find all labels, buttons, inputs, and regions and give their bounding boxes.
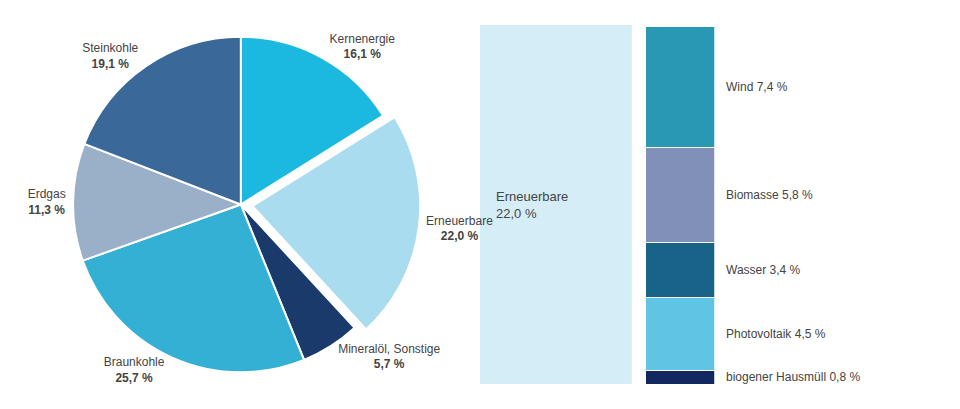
svg-text:Steinkohle19,1 %: Steinkohle19,1 % <box>82 41 138 71</box>
svg-text:Braunkohle25,7 %: Braunkohle25,7 % <box>104 355 165 385</box>
svg-text:Erdgas11,3 %: Erdgas11,3 % <box>28 187 66 217</box>
svg-text:biogener Hausmüll 0,8 %: biogener Hausmüll 0,8 % <box>726 370 860 384</box>
svg-text:Erneuerbare22,0 %: Erneuerbare22,0 % <box>426 214 493 244</box>
svg-text:Biomasse 5,8 %: Biomasse 5,8 % <box>726 188 813 202</box>
svg-text:Photovoltaik 4,5 %: Photovoltaik 4,5 % <box>726 327 826 341</box>
svg-text:Kernenergie16,1 %: Kernenergie16,1 % <box>330 32 396 62</box>
svg-text:Erneuerbare22,0 %: Erneuerbare22,0 % <box>496 189 568 221</box>
svg-text:Wind 7,4 %: Wind 7,4 % <box>726 80 788 94</box>
svg-text:Mineralöl, Sonstige5,7 %: Mineralöl, Sonstige5,7 % <box>338 342 440 372</box>
svg-text:Wasser 3,4 %: Wasser 3,4 % <box>726 263 801 277</box>
